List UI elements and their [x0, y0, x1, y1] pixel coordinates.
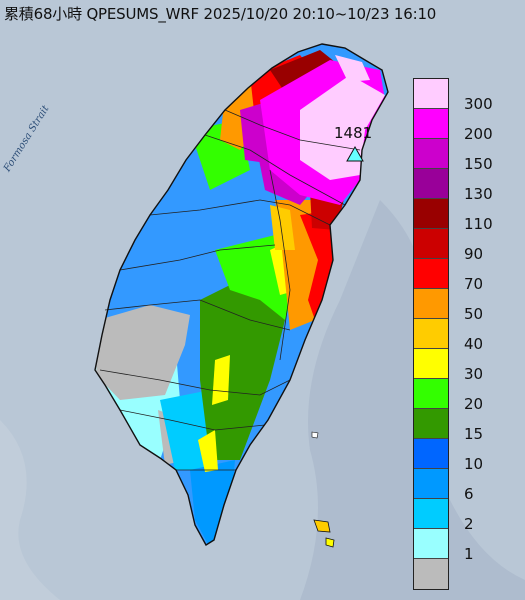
legend-label: 20: [464, 395, 484, 413]
zone-300mm: [300, 75, 385, 180]
color-legend: [413, 78, 449, 590]
legend-label: 130: [464, 185, 493, 203]
legend-swatch: [414, 229, 448, 259]
legend-label: 6: [464, 485, 474, 503]
legend-label: 150: [464, 155, 493, 173]
legend-label: 50: [464, 305, 484, 323]
legend-label: 90: [464, 245, 484, 263]
legend-label: 30: [464, 365, 484, 383]
max-value-marker-icon: [346, 146, 364, 162]
legend-swatch: [414, 199, 448, 229]
legend-label: 2: [464, 515, 474, 533]
zone-30mm-b: [198, 430, 218, 472]
legend-swatch: [414, 109, 448, 139]
legend-swatch: [414, 469, 448, 499]
seafloor-texture-2: [0, 420, 60, 600]
legend-swatch: [414, 409, 448, 439]
zone-300mm-b: [335, 55, 370, 82]
zone-70mm: [300, 210, 335, 320]
legend-label: 40: [464, 335, 484, 353]
orchid-island: [325, 537, 335, 548]
green-island: [313, 519, 331, 533]
legend-swatch: [414, 439, 448, 469]
zone-no-rain: [96, 305, 190, 400]
legend-swatch: [414, 499, 448, 529]
max-value-label: 1481: [334, 124, 373, 142]
legend-swatch: [414, 79, 448, 109]
legend-swatch: [414, 559, 448, 589]
legend-label: 15: [464, 425, 484, 443]
seafloor-texture: [300, 200, 525, 600]
legend-swatch: [414, 169, 448, 199]
legend-swatch: [414, 349, 448, 379]
legend-swatch: [414, 139, 448, 169]
legend-swatch: [414, 259, 448, 289]
zone-40mm: [270, 205, 295, 250]
legend-swatch: [414, 319, 448, 349]
zone-15mm: [200, 270, 290, 460]
small-island: [311, 431, 319, 439]
legend-swatch: [414, 289, 448, 319]
map-title: 累積68小時 QPESUMS_WRF 2025/10/20 20:10~10/2…: [4, 5, 437, 23]
county-boundaries: [99, 109, 361, 471]
legend-label: 70: [464, 275, 484, 293]
legend-swatch: [414, 529, 448, 559]
legend-label: 200: [464, 125, 493, 143]
zone-30mm-a: [212, 355, 230, 405]
legend-label: 300: [464, 95, 493, 113]
legend-label: 10: [464, 455, 484, 473]
legend-swatch: [414, 379, 448, 409]
coastline: [94, 43, 389, 546]
legend-label: 110: [464, 215, 493, 233]
legend-label: 1: [464, 545, 474, 563]
